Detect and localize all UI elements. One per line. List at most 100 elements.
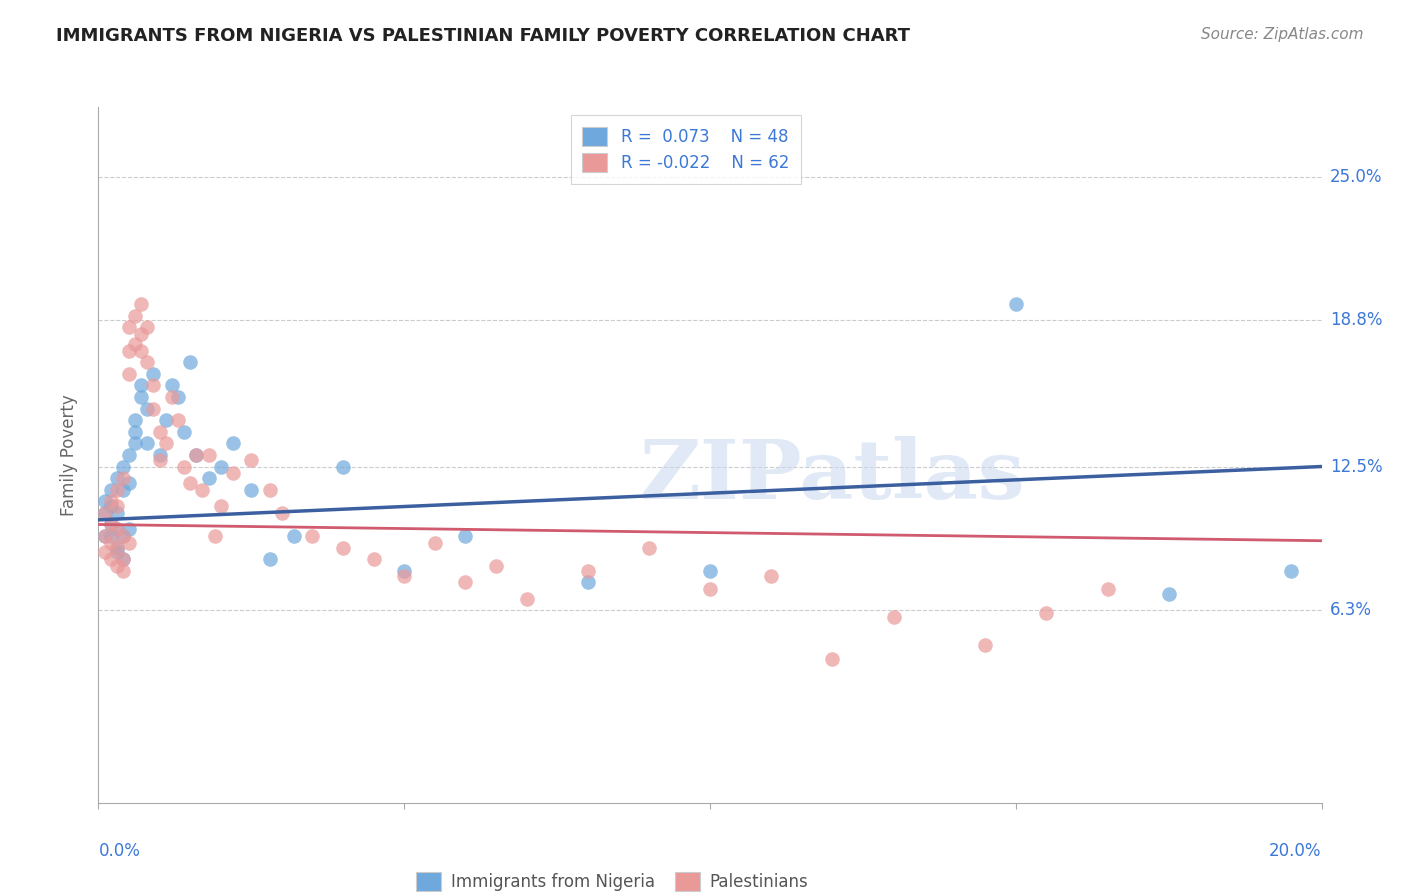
Point — [111, 552, 134, 566]
Point — [100, 536, 122, 550]
Point — [124, 413, 146, 427]
Point — [136, 320, 159, 334]
Point — [259, 483, 281, 497]
Point — [240, 452, 263, 467]
Point — [142, 401, 165, 416]
Point — [111, 471, 134, 485]
Point — [240, 483, 263, 497]
Text: 25.0%: 25.0% — [1330, 168, 1382, 186]
Point — [118, 475, 141, 490]
Point — [485, 559, 508, 574]
Point — [186, 448, 208, 462]
Point — [301, 529, 323, 543]
Point — [209, 459, 232, 474]
Point — [118, 320, 141, 334]
Point — [392, 564, 416, 578]
Point — [637, 541, 661, 555]
Point — [129, 378, 152, 392]
Point — [576, 564, 599, 578]
Point — [105, 559, 128, 574]
Point — [576, 575, 599, 590]
Point — [454, 529, 477, 543]
Point — [124, 336, 146, 351]
Point — [821, 652, 844, 666]
Point — [93, 529, 115, 543]
Point — [111, 459, 134, 474]
Point — [100, 499, 122, 513]
Point — [118, 367, 141, 381]
Point — [149, 452, 172, 467]
Point — [100, 552, 122, 566]
Point — [93, 545, 115, 559]
Point — [118, 448, 141, 462]
Point — [160, 378, 183, 392]
Point — [100, 529, 122, 543]
Point — [179, 355, 201, 369]
Point — [129, 390, 152, 404]
Point — [118, 522, 141, 536]
Point — [105, 471, 128, 485]
Point — [111, 564, 134, 578]
Point — [136, 401, 159, 416]
Point — [191, 483, 214, 497]
Point — [149, 448, 172, 462]
Point — [209, 499, 232, 513]
Point — [173, 425, 195, 439]
Point — [100, 517, 122, 532]
Point — [155, 413, 177, 427]
Point — [124, 425, 146, 439]
Legend: Immigrants from Nigeria, Palestinians: Immigrants from Nigeria, Palestinians — [404, 860, 820, 892]
Point — [423, 536, 446, 550]
Point — [1279, 564, 1302, 578]
Point — [454, 575, 477, 590]
Point — [392, 568, 416, 582]
Point — [974, 638, 997, 652]
Point — [111, 529, 134, 543]
Point — [100, 494, 122, 508]
Text: Source: ZipAtlas.com: Source: ZipAtlas.com — [1201, 27, 1364, 42]
Point — [105, 522, 128, 536]
Point — [105, 522, 128, 536]
Point — [222, 467, 245, 481]
Point — [111, 483, 134, 497]
Point — [363, 552, 385, 566]
Point — [142, 378, 165, 392]
Point — [283, 529, 305, 543]
Text: 0.0%: 0.0% — [98, 842, 141, 860]
Point — [204, 529, 226, 543]
Text: 6.3%: 6.3% — [1330, 601, 1372, 619]
Point — [332, 459, 354, 474]
Point — [186, 448, 208, 462]
Point — [197, 448, 219, 462]
Point — [136, 436, 159, 450]
Point — [167, 390, 190, 404]
Point — [93, 529, 115, 543]
Point — [516, 591, 538, 606]
Point — [222, 436, 245, 450]
Point — [100, 483, 122, 497]
Point — [883, 610, 905, 624]
Point — [100, 517, 122, 532]
Point — [160, 390, 183, 404]
Point — [259, 552, 281, 566]
Point — [105, 506, 128, 520]
Point — [759, 568, 782, 582]
Point — [179, 475, 201, 490]
Point — [699, 582, 721, 597]
Point — [149, 425, 172, 439]
Point — [142, 367, 165, 381]
Point — [699, 564, 721, 578]
Point — [118, 536, 141, 550]
Point — [93, 494, 115, 508]
Point — [93, 506, 115, 520]
Text: 18.8%: 18.8% — [1330, 311, 1382, 329]
Point — [1097, 582, 1119, 597]
Point — [155, 436, 177, 450]
Point — [105, 499, 128, 513]
Text: 12.5%: 12.5% — [1330, 458, 1382, 475]
Point — [105, 545, 128, 559]
Point — [1157, 587, 1180, 601]
Point — [111, 529, 134, 543]
Y-axis label: Family Poverty: Family Poverty — [59, 394, 77, 516]
Point — [129, 327, 152, 342]
